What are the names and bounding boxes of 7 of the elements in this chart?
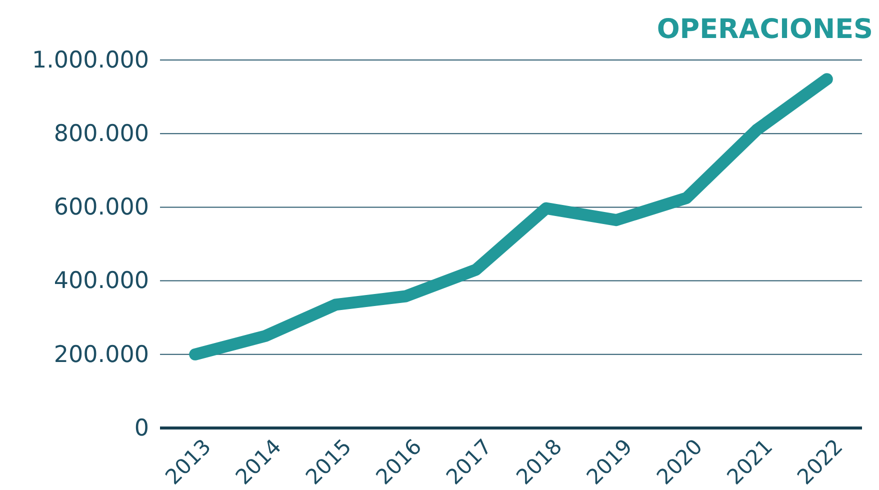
y-tick-label: 200.000 <box>54 342 149 368</box>
chart-title: OPERACIONES <box>656 14 873 45</box>
y-tick-label: 400.000 <box>54 268 149 294</box>
y-tick-label: 800.000 <box>54 120 149 147</box>
y-tick-label: 1.000.000 <box>32 47 149 74</box>
y-tick-label: 600.000 <box>54 194 149 221</box>
y-tick-label: 0 <box>134 415 149 442</box>
